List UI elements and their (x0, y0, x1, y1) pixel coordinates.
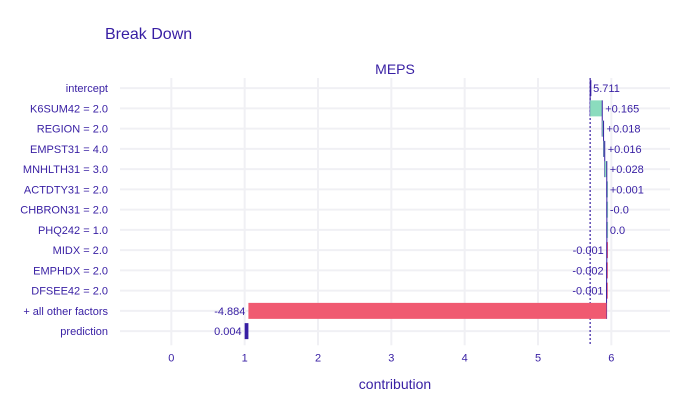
bar-value-label: -4.884 (214, 306, 245, 318)
x-tick-label: 4 (462, 352, 468, 364)
bar-value-label: 5.711 (593, 83, 620, 95)
bar-midx-2-0 (606, 242, 608, 259)
y-category-label: REGION = 2.0 (37, 124, 108, 136)
bar-value-label: +0.028 (610, 164, 644, 176)
bar-emphdx-2-0 (606, 262, 608, 279)
x-axis-label: contribution (359, 376, 431, 392)
grid-lines (120, 78, 670, 346)
y-category-label: intercept (66, 83, 108, 95)
bar-value-label: 0.004 (214, 326, 242, 338)
bar-value-label: +0.018 (607, 124, 641, 136)
y-category-label: EMPST31 = 4.0 (30, 144, 108, 156)
x-tick-label: 2 (315, 352, 321, 364)
bar-region-2-0 (602, 120, 604, 137)
bar-value-label: -0.001 (572, 286, 603, 298)
chart-subtitle: MEPS (375, 61, 415, 77)
bar-value-label: +0.016 (608, 144, 642, 156)
y-category-label: MNHLTH31 = 3.0 (23, 164, 108, 176)
bar-value-label: -0.002 (572, 265, 603, 277)
bar-k6sum42-2-0 (590, 100, 603, 117)
y-category-label: prediction (60, 326, 108, 338)
bar-value-label: +0.001 (610, 184, 644, 196)
bar-phq242-1-0 (606, 221, 609, 238)
y-category-label: + all other factors (23, 306, 108, 318)
y-category-label: ACTDTY31 = 2.0 (24, 184, 108, 196)
bar-all-other-factors (248, 302, 607, 319)
bar-value-label: +0.165 (605, 103, 639, 115)
bar-dfsee42-2-0 (606, 282, 608, 299)
y-category-label: EMPHDX = 2.0 (33, 265, 108, 277)
bar-value-label: 0.0 (610, 225, 625, 237)
chart-title: Break Down (105, 26, 192, 43)
bar-chbron31-2-0 (606, 201, 609, 218)
y-category-label: CHBRON31 = 2.0 (20, 205, 108, 217)
bar-mnhlth31-3-0 (604, 161, 607, 178)
bars (244, 78, 609, 346)
bar-value-label: -0.001 (573, 245, 604, 257)
bar-empst31-4-0 (603, 140, 605, 157)
y-category-label: K6SUM42 = 2.0 (30, 103, 108, 115)
y-category-label: DFSEE42 = 2.0 (31, 286, 108, 298)
bar-intercept (590, 80, 592, 97)
y-category-label: PHQ242 = 1.0 (38, 225, 108, 237)
x-tick-label: 6 (608, 352, 614, 364)
x-tick-label: 1 (242, 352, 248, 364)
x-tick-label: 0 (168, 352, 174, 364)
bar-actdty31-2-0 (606, 181, 608, 198)
bar-value-label: -0.0 (610, 205, 629, 217)
x-tick-label: 3 (388, 352, 394, 364)
bar-prediction (244, 323, 249, 340)
labels: 0 1 2 3 4 5 6 intercept K6SUM42 = 2.0 REGION = 2.… (20, 83, 644, 364)
x-tick-label: 5 (535, 352, 541, 364)
y-category-label: MIDX = 2.0 (53, 245, 108, 257)
